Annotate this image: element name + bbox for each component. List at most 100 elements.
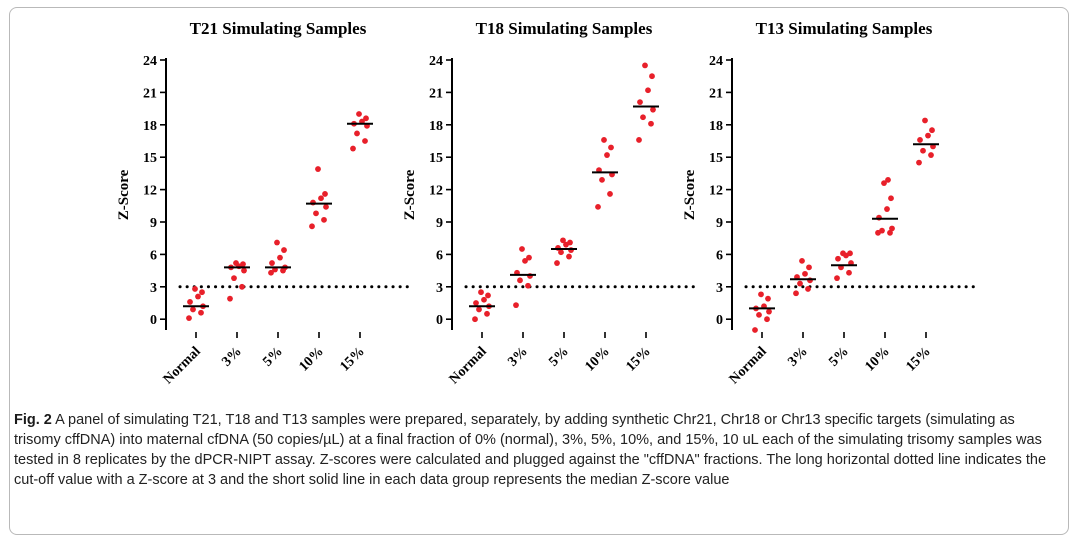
x-tick-label-t13-2: 5% xyxy=(826,344,851,369)
x-tick-label-t18-4: 15% xyxy=(623,344,653,374)
x-tick-label-t18-3: 10% xyxy=(582,344,612,374)
x-tick-label-t21-0: Normal xyxy=(161,344,204,387)
data-point-t18-3-6 xyxy=(608,144,614,151)
y-axis-label-t13: Z-Score xyxy=(682,169,698,220)
data-point-t13-1-0 xyxy=(793,290,799,297)
x-tick-label-t21-4: 15% xyxy=(337,344,367,374)
data-point-t18-4-6 xyxy=(649,73,655,80)
data-point-t21-0-2 xyxy=(190,306,196,313)
data-point-t13-3-5 xyxy=(884,206,890,212)
data-point-t21-0-7 xyxy=(192,286,198,292)
y-axis-label-t18: Z-Score xyxy=(402,169,418,220)
data-point-t13-0-1 xyxy=(764,316,770,323)
data-point-t18-3-7 xyxy=(601,137,607,143)
data-point-t21-3-7 xyxy=(315,166,321,172)
data-point-t21-0-0 xyxy=(186,315,192,322)
data-point-t21-0-5 xyxy=(195,293,201,300)
y-tick-label-t13-24: 24 xyxy=(709,54,723,69)
data-point-t21-1-7 xyxy=(233,260,239,266)
chart-title-t21: T21 Simulating Samples xyxy=(190,19,367,38)
data-point-t13-2-0 xyxy=(834,275,840,282)
chart-title-t18: T18 Simulating Samples xyxy=(476,19,653,38)
y-tick-label-t21-9: 9 xyxy=(150,216,157,231)
data-point-t18-2-2 xyxy=(558,249,564,256)
chart-t13: T13 Simulating Samples Z-Score 0 3 6 9 12 15 18 2… xyxy=(682,19,976,387)
data-point-t13-1-5 xyxy=(802,270,808,277)
chart-panel-t18: T18 Simulating Samples Z-Score 0 3 6 9 12 15 18 2… xyxy=(402,10,734,420)
chart-t21: T21 Simulating Samples Z-Score 0 3 6 9 12 15 18 2… xyxy=(116,19,410,387)
data-point-t18-0-5 xyxy=(481,296,487,303)
data-point-t21-3-6 xyxy=(322,191,328,197)
x-tick-label-t21-3: 10% xyxy=(296,344,326,374)
y-tick-label-t18-9: 9 xyxy=(436,216,443,231)
data-point-t13-1-1 xyxy=(805,286,811,292)
y-tick-label-t21-0: 0 xyxy=(150,313,157,328)
data-point-t13-2-1 xyxy=(846,269,852,276)
data-point-t18-2-0 xyxy=(554,260,560,266)
data-point-t18-0-1 xyxy=(484,310,490,317)
data-point-t18-0-0 xyxy=(472,316,478,323)
figure-label: Fig. 2 xyxy=(14,412,52,428)
y-tick-label-t13-18: 18 xyxy=(709,119,723,134)
chart-panel-t13: T13 Simulating Samples Z-Score 0 3 6 9 12 15 18 2… xyxy=(682,10,1014,420)
y-tick-label-t21-12: 12 xyxy=(143,184,157,199)
y-tick-label-t18-6: 6 xyxy=(436,248,443,263)
data-point-t21-2-7 xyxy=(274,239,280,246)
data-point-t18-1-1 xyxy=(525,282,531,289)
y-tick-label-t18-3: 3 xyxy=(436,281,443,296)
data-point-t18-4-2 xyxy=(640,114,646,121)
data-point-t18-3-1 xyxy=(607,191,613,197)
data-point-t13-1-7 xyxy=(799,257,805,264)
data-point-t18-1-2 xyxy=(517,277,523,284)
data-point-t21-4-2 xyxy=(354,130,360,137)
data-point-t21-1-3 xyxy=(241,267,247,274)
data-point-t21-3-5 xyxy=(318,195,324,202)
x-tick-label-t13-3: 10% xyxy=(862,344,892,374)
data-point-t18-0-2 xyxy=(476,306,482,313)
y-tick-label-t21-15: 15 xyxy=(143,151,157,166)
data-point-t21-3-3 xyxy=(323,203,329,210)
data-point-t13-3-7 xyxy=(881,180,887,187)
y-axis-label-t21: Z-Score xyxy=(116,169,132,220)
chart-title-t13: T13 Simulating Samples xyxy=(756,19,933,38)
data-point-t21-2-4 xyxy=(269,260,275,266)
data-point-t21-3-2 xyxy=(313,210,319,217)
data-point-t18-0-6 xyxy=(485,292,491,299)
data-point-t18-1-7 xyxy=(519,246,525,252)
data-point-t13-1-6 xyxy=(806,264,812,271)
data-point-t18-3-0 xyxy=(595,203,601,210)
data-point-t13-4-5 xyxy=(925,132,931,139)
y-tick-label-t21-3: 3 xyxy=(150,281,157,296)
data-point-t13-3-6 xyxy=(888,195,894,202)
data-point-t18-2-6 xyxy=(567,239,573,246)
data-point-t13-0-0 xyxy=(752,327,758,333)
data-point-t13-0-6 xyxy=(765,295,771,302)
data-point-t21-2-6 xyxy=(281,247,287,253)
data-point-t21-4-1 xyxy=(362,138,368,144)
data-point-t18-2-1 xyxy=(566,253,572,260)
data-point-t18-2-7 xyxy=(560,237,566,244)
data-point-t21-0-6 xyxy=(199,289,205,296)
data-point-t13-2-6 xyxy=(847,250,853,257)
data-point-t18-0-4 xyxy=(473,300,479,306)
data-point-t21-0-1 xyxy=(198,309,204,316)
data-point-t13-3-1 xyxy=(887,229,893,236)
data-point-t18-4-7 xyxy=(642,62,648,69)
caption-text: A panel of simulating T21, T18 and T13 s… xyxy=(14,412,1047,488)
data-point-t21-3-0 xyxy=(309,223,315,230)
y-tick-label-t18-18: 18 xyxy=(429,119,443,134)
x-tick-label-t21-1: 3% xyxy=(219,344,244,369)
data-point-t21-1-1 xyxy=(239,283,245,290)
data-point-t13-1-2 xyxy=(797,280,803,287)
y-tick-label-t18-24: 24 xyxy=(429,54,443,69)
data-point-t18-4-3 xyxy=(650,106,656,113)
data-point-t21-2-0 xyxy=(268,269,274,276)
y-tick-label-t13-21: 21 xyxy=(709,86,723,101)
data-point-t18-3-5 xyxy=(604,152,610,158)
data-point-t21-4-7 xyxy=(356,111,362,117)
data-point-t21-1-0 xyxy=(227,295,233,302)
y-tick-label-t18-12: 12 xyxy=(429,184,443,199)
data-point-t18-4-4 xyxy=(637,99,643,106)
data-point-t18-4-0 xyxy=(636,137,642,143)
data-point-t21-3-1 xyxy=(321,216,327,223)
